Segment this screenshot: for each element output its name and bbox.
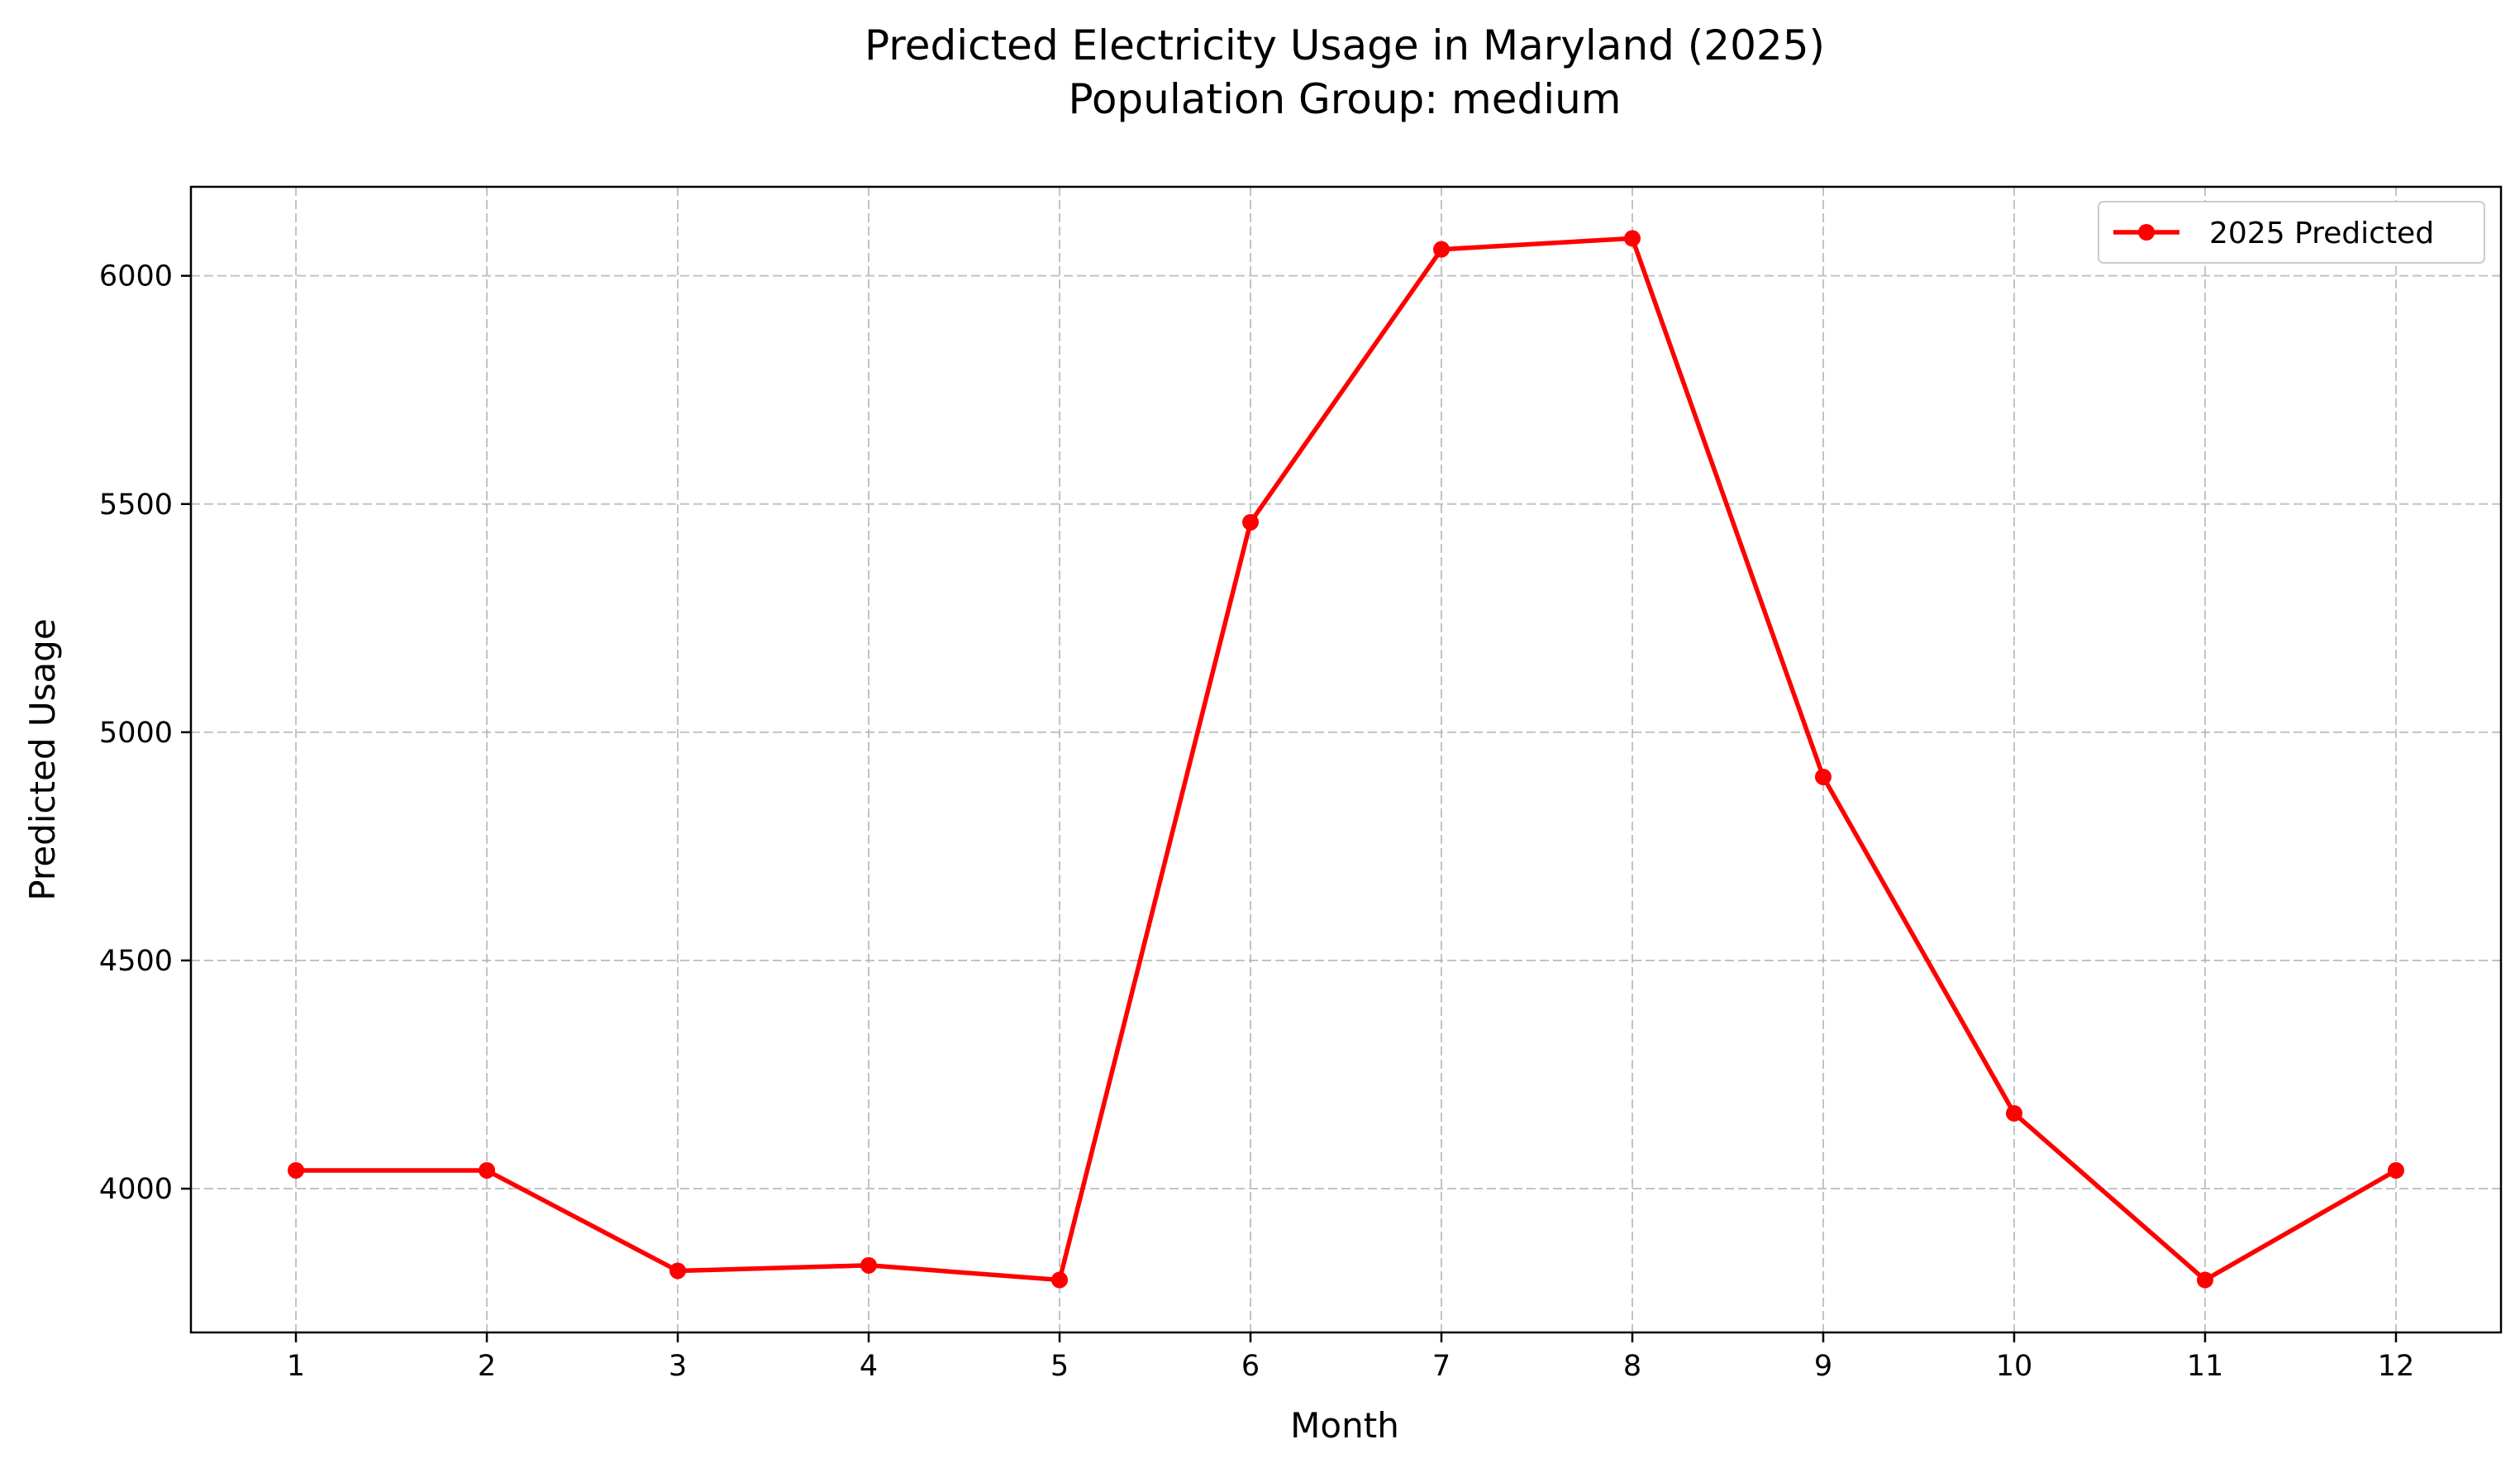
data-point [479,1161,496,1179]
x-tick-label: 7 [1432,1350,1451,1383]
data-point [288,1161,305,1179]
chart-subtitle: Population Group: medium [1068,75,1621,123]
x-tick-label: 5 [1050,1350,1069,1383]
x-tick-label: 9 [1814,1350,1832,1383]
data-point [1242,513,1260,531]
x-tick-label: 1 [287,1350,305,1383]
x-tick-label: 12 [2378,1350,2415,1383]
y-tick-label: 5500 [99,489,173,522]
data-point [2387,1161,2404,1179]
x-tick-label: 10 [1996,1350,2033,1383]
data-point [1623,230,1641,247]
x-tick-label: 8 [1623,1350,1641,1383]
data-point [2196,1271,2213,1289]
x-tick-label: 3 [669,1350,687,1383]
legend: 2025 Predicted [2098,201,2485,264]
data-point [860,1256,878,1274]
y-tick-label: 5000 [99,717,173,750]
x-tick-label: 4 [860,1350,878,1383]
data-point [669,1262,687,1280]
x-tick-label: 11 [2187,1350,2224,1383]
series-layer [288,230,2404,1289]
legend-label: 2025 Predicted [2209,217,2434,250]
y-tick-label: 4000 [99,1173,173,1206]
y-axis-ticks: 4000 4500 5000 5500 6000 [99,260,191,1206]
data-point [2005,1104,2022,1122]
series-line [293,236,2399,1283]
data-point [1051,1271,1069,1289]
x-tick-label: 2 [478,1350,496,1383]
data-point [1814,768,1832,785]
plot-area-frame [189,185,2503,1334]
legend-box [2098,201,2485,264]
x-tick-label: 6 [1241,1350,1260,1383]
x-axis-ticks: 1 2 3 4 5 6 7 8 9 10 11 12 [287,1332,2414,1383]
x-axis-label: Month [1290,1405,1399,1446]
y-axis-label: Predicted Usage [22,618,63,900]
y-tick-label: 4500 [99,945,173,978]
y-tick-label: 6000 [99,260,173,293]
grid-lines [191,187,2501,1332]
legend-marker [2138,224,2155,241]
data-point [1432,241,1450,258]
chart-title: Predicted Electricity Usage in Maryland … [865,21,1825,69]
